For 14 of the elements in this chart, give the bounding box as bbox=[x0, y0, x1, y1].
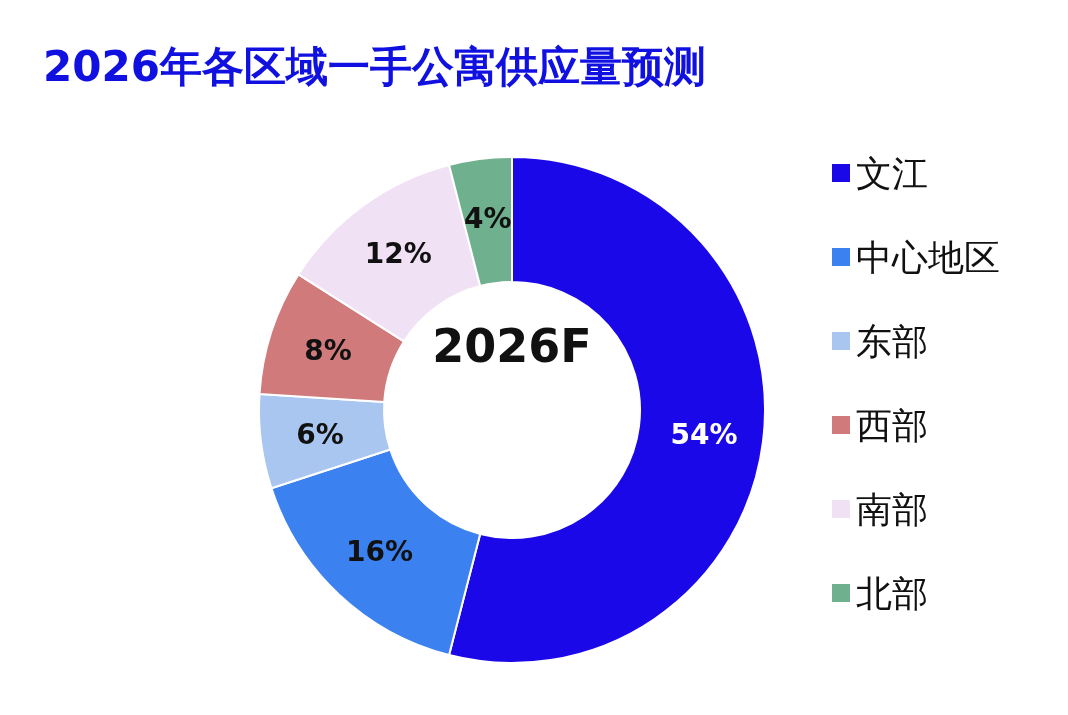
data-label: 6% bbox=[296, 417, 344, 451]
legend-label: 中心地区 bbox=[856, 236, 1000, 278]
legend-label: 北部 bbox=[856, 572, 928, 614]
legend-label: 西部 bbox=[856, 404, 928, 446]
data-label: 4% bbox=[463, 201, 512, 235]
data-label: 54% bbox=[670, 417, 738, 451]
data-label: 16% bbox=[346, 534, 414, 568]
data-label: 12% bbox=[364, 236, 432, 270]
data-label: 8% bbox=[304, 333, 352, 367]
chart-title: 2026年各区域一手公寓供应量预测 bbox=[43, 41, 706, 91]
legend-label: 南部 bbox=[856, 488, 928, 530]
legend-label: 东部 bbox=[856, 320, 928, 362]
text: 2026F bbox=[432, 319, 592, 373]
legend-label: 文江 bbox=[856, 152, 928, 194]
